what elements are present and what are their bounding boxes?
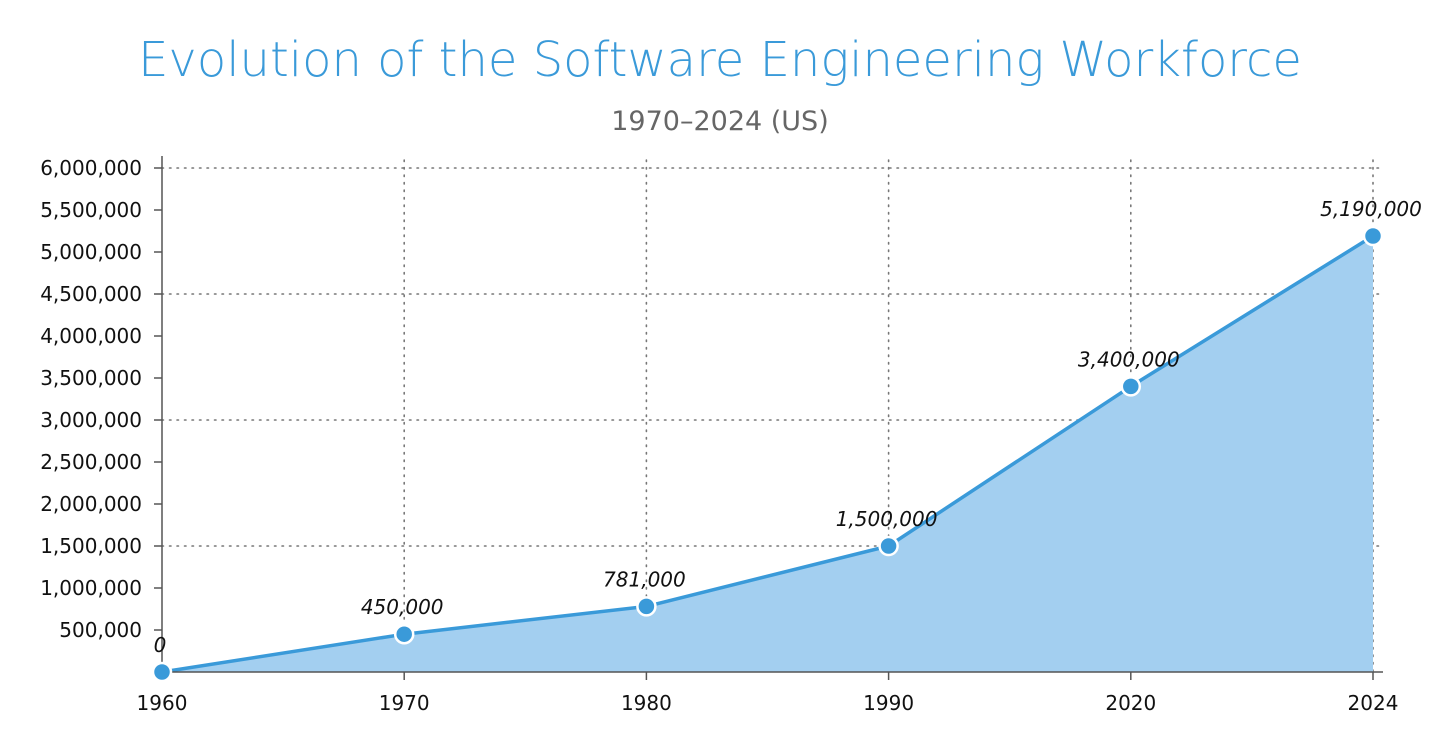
tick-labels: 500,000 1,000,000 1,500,000 2,000,000 2,500,… <box>40 156 1398 715</box>
x-tick-label: 1960 <box>137 691 188 715</box>
y-tick-label: 3,500,000 <box>40 366 142 390</box>
data-label: 781,000 <box>603 567 686 591</box>
data-point <box>636 596 657 617</box>
x-tick-label: 1970 <box>379 691 430 715</box>
data-point <box>1362 225 1384 247</box>
data-label: 5,190,000 <box>1320 197 1422 221</box>
data-labels: 0 450,000 781,000 1,500,000 3,400,000 5,190,0… <box>154 197 1422 657</box>
y-tick-label: 4,000,000 <box>40 324 142 348</box>
x-tick-label: 2020 <box>1105 691 1156 715</box>
chart-subtitle: 1970–2024 (US) <box>611 106 828 137</box>
y-tick-label: 3,000,000 <box>40 408 142 432</box>
axes <box>154 156 1383 680</box>
y-tick-label: 2,000,000 <box>40 492 142 516</box>
y-tick-label: 5,000,000 <box>40 240 142 264</box>
area-series <box>161 234 1374 674</box>
data-point <box>393 623 415 645</box>
data-point <box>151 661 173 683</box>
x-tick-label: 1980 <box>621 691 672 715</box>
data-label: 3,400,000 <box>1078 347 1180 371</box>
x-tick-label: 1990 <box>863 691 914 715</box>
data-points <box>151 225 1384 683</box>
data-label: 1,500,000 <box>836 507 938 531</box>
data-point <box>878 535 899 557</box>
y-tick-label: 4,500,000 <box>40 282 142 306</box>
x-tick-label: 2024 <box>1348 691 1399 715</box>
data-point <box>1120 376 1142 397</box>
area-fill <box>162 236 1373 673</box>
y-tick-label: 1,000,000 <box>40 576 142 600</box>
chart-title: Evolution of the Software Engineering Wo… <box>138 32 1302 88</box>
y-tick-label: 2,500,000 <box>40 450 142 474</box>
data-label: 0 <box>154 633 167 657</box>
y-tick-label: 5,500,000 <box>40 198 142 222</box>
y-tick-label: 6,000,000 <box>40 156 142 180</box>
y-tick-label: 1,500,000 <box>40 534 142 558</box>
series-line <box>161 234 1374 674</box>
data-label: 450,000 <box>361 595 444 619</box>
y-tick-label: 500,000 <box>59 618 142 642</box>
